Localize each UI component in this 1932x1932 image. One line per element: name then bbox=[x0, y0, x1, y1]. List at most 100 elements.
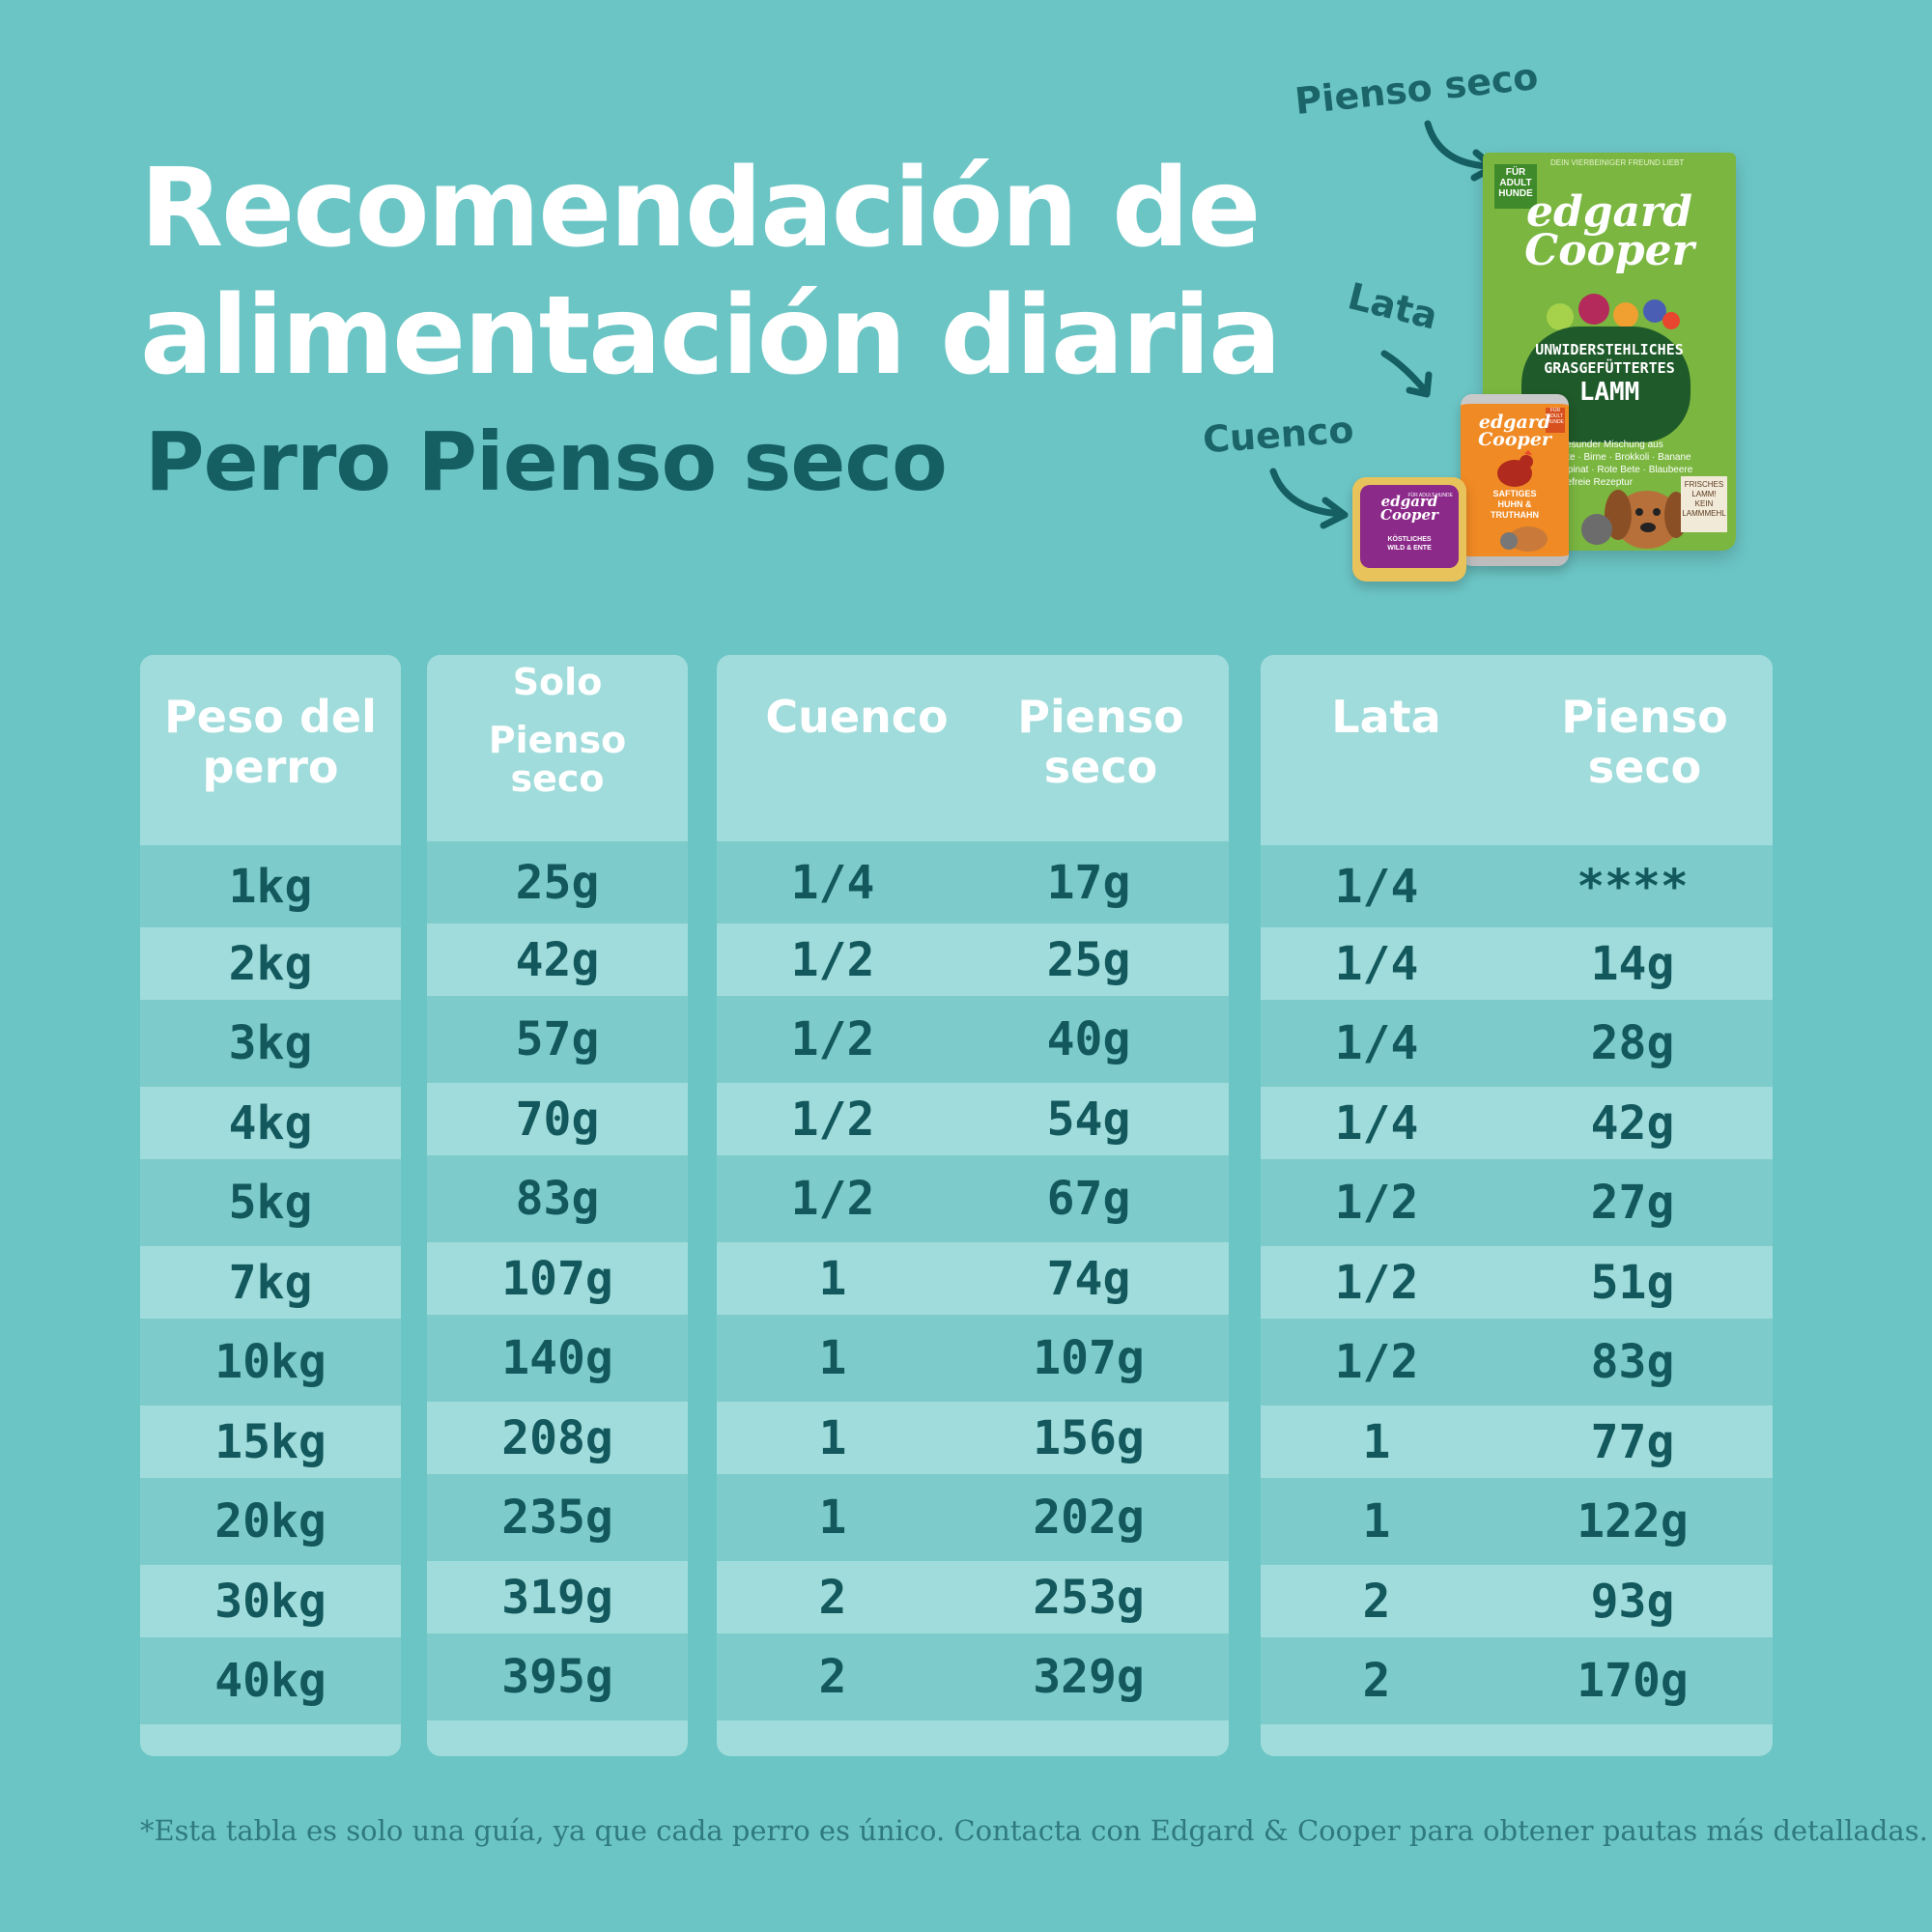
table-row: 1 107g bbox=[717, 1315, 1229, 1402]
dry-only-dry-cell: 235g bbox=[501, 1491, 613, 1545]
can-table-header: Lata Pienso seco bbox=[1261, 655, 1773, 845]
table-row: 10kg bbox=[140, 1319, 401, 1406]
bowl-dry-cell: 40g bbox=[1046, 1012, 1131, 1066]
can-can-cell: 1/4 bbox=[1334, 1095, 1419, 1151]
table-row: 1 122g bbox=[1261, 1478, 1773, 1565]
can-dry-cell: **** bbox=[1577, 859, 1689, 914]
weight-weight-cell: 3kg bbox=[228, 1016, 313, 1070]
table-row: 4kg bbox=[140, 1087, 401, 1159]
bowl-bowl-cell: 2 bbox=[818, 1650, 847, 1704]
bowl-bowl-cell: 1 bbox=[818, 1491, 847, 1545]
can-dry-cell: 83g bbox=[1590, 1335, 1675, 1389]
dry-only-dry-cell: 208g bbox=[501, 1410, 613, 1465]
dry-only-dry-cell: 42g bbox=[515, 932, 600, 987]
bag-description: in gesunder Mischung aus arotte · Birne … bbox=[1550, 440, 1693, 488]
weight-weight-cell: 15kg bbox=[214, 1414, 327, 1469]
dry-only-table: Solo Pienso seco 25g 42g 57g 70g 83g 107g 140g… bbox=[427, 655, 688, 1756]
dry-only-table-rows: 25g 42g 57g 70g 83g 107g 140g 208g 235g 319g 395g bbox=[427, 841, 688, 1720]
table-row: 42g bbox=[427, 923, 688, 996]
bowl-table-rows: 1/4 17g 1/2 25g 1/2 40g 1/2 54g 1/2 67g 1 74g 1 107g 1… bbox=[717, 841, 1229, 1720]
can-can-cell: 1 bbox=[1362, 1494, 1391, 1548]
bag-sign: FRISCHES LAMM! KEIN LAMMMEHL bbox=[1681, 476, 1727, 532]
can-can-cell: 1/4 bbox=[1334, 936, 1419, 991]
bowl-dry-cell: 253g bbox=[1033, 1570, 1145, 1625]
rooster-icon bbox=[1497, 450, 1533, 487]
table-row: 1/4 42g bbox=[1261, 1087, 1773, 1159]
bowl-table-header: Cuenco Pienso seco bbox=[717, 655, 1229, 841]
dry-only-dry-cell: 395g bbox=[501, 1650, 613, 1704]
weight-weight-cell: 5kg bbox=[228, 1176, 313, 1230]
tray-product-name: KÖSTLICHES WILD & ENTE bbox=[1387, 536, 1432, 552]
can-dry-cell: 51g bbox=[1590, 1255, 1675, 1310]
table-row: 1/2 51g bbox=[1261, 1246, 1773, 1319]
dry-only-table-header: Solo Pienso seco bbox=[427, 655, 688, 841]
table-row: 1/2 40g bbox=[717, 996, 1229, 1083]
bowl-bowl-cell: 1 bbox=[818, 1251, 847, 1306]
wet-food-can-image: FÜR ADULT HUNDE edgard Cooper SAFTIGES H… bbox=[1461, 394, 1569, 566]
dry-only-dry-cell: 140g bbox=[501, 1331, 613, 1385]
table-row: 2 170g bbox=[1261, 1637, 1773, 1724]
table-row: 208g bbox=[427, 1402, 688, 1474]
label-can: Lata bbox=[1344, 274, 1442, 338]
table-row: 1/2 83g bbox=[1261, 1319, 1773, 1406]
can-product-name: SAFTIGES HUHN & TRUTHAHN bbox=[1491, 489, 1539, 520]
dry-only-dry-cell: 25g bbox=[515, 855, 600, 910]
header-can-pienso-seco: Pienso seco bbox=[1561, 691, 1728, 793]
label-bowl: Cuenco bbox=[1201, 408, 1355, 462]
can-dry-cell: 122g bbox=[1577, 1494, 1689, 1548]
bowl-dry-cell: 67g bbox=[1046, 1172, 1131, 1226]
bowl-bowl-cell: 2 bbox=[818, 1570, 847, 1625]
header-bowl-pienso-seco: Pienso seco bbox=[1017, 691, 1184, 793]
table-row: 57g bbox=[427, 996, 688, 1083]
table-row: 1/4 14g bbox=[1261, 927, 1773, 1000]
table-row: 40kg bbox=[140, 1637, 401, 1724]
can-table: Lata Pienso seco 1/4 **** 1/4 14g 1/4 28g 1/4 4… bbox=[1261, 655, 1773, 1756]
table-row: 107g bbox=[427, 1242, 688, 1315]
wet-food-tray-image: edgard Cooper FÜR ADULT HUNDE KÖSTLICHES… bbox=[1352, 477, 1466, 582]
can-dog-icon bbox=[1500, 526, 1548, 552]
title-line-2: alimentación diaria bbox=[140, 273, 1282, 399]
weight-weight-cell: 7kg bbox=[228, 1255, 313, 1310]
header-solo: Solo bbox=[512, 661, 603, 703]
can-can-cell: 2 bbox=[1362, 1654, 1391, 1708]
table-row: 1 202g bbox=[717, 1474, 1229, 1561]
table-row: 1/2 25g bbox=[717, 923, 1229, 996]
table-row: 83g bbox=[427, 1155, 688, 1242]
table-row: 1/4 17g bbox=[717, 841, 1229, 923]
weight-weight-cell: 30kg bbox=[214, 1574, 327, 1629]
can-dry-cell: 93g bbox=[1590, 1574, 1675, 1629]
table-row: 140g bbox=[427, 1315, 688, 1402]
footnote: *Esta tabla es solo una guía, ya que cad… bbox=[140, 1814, 1928, 1847]
header-pienso-seco: Pienso seco bbox=[488, 719, 627, 800]
arrow-can-icon bbox=[1380, 350, 1433, 398]
table-row: 395g bbox=[427, 1634, 688, 1720]
can-can-cell: 1/4 bbox=[1334, 859, 1419, 914]
can-can-cell: 1/2 bbox=[1334, 1335, 1419, 1389]
page-subtitle: Perro Pienso seco bbox=[145, 414, 948, 509]
weight-weight-cell: 20kg bbox=[214, 1494, 327, 1548]
weight-weight-cell: 4kg bbox=[228, 1095, 313, 1151]
weight-weight-cell: 1kg bbox=[228, 859, 313, 914]
table-row: 1 74g bbox=[717, 1242, 1229, 1315]
bowl-dry-cell: 54g bbox=[1046, 1092, 1131, 1147]
bowl-bowl-cell: 1 bbox=[818, 1410, 847, 1465]
header-weight: Peso del perro bbox=[164, 691, 377, 793]
table-row: 2kg bbox=[140, 927, 401, 1000]
can-dry-cell: 14g bbox=[1590, 936, 1675, 991]
bowl-dry-cell: 17g bbox=[1046, 855, 1131, 910]
table-row: 2 93g bbox=[1261, 1565, 1773, 1637]
table-row: 70g bbox=[427, 1083, 688, 1155]
weight-table-header: Peso del perro bbox=[140, 655, 401, 845]
arrow-bowl-icon bbox=[1269, 468, 1349, 529]
bowl-bowl-cell: 1/2 bbox=[790, 1012, 875, 1066]
can-dry-cell: 28g bbox=[1590, 1016, 1675, 1070]
can-can-cell: 2 bbox=[1362, 1574, 1391, 1629]
weight-table: Peso del perro 1kg 2kg 3kg 4kg 5kg 7kg 10kg 15k… bbox=[140, 655, 401, 1756]
bowl-dry-cell: 107g bbox=[1033, 1331, 1145, 1385]
bag-product-name: UNWIDERSTEHLICHES GRASGEFÜTTERTES LAMM bbox=[1535, 341, 1684, 407]
bowl-dry-cell: 329g bbox=[1033, 1650, 1145, 1704]
label-dry-food: Pienso seco bbox=[1293, 54, 1541, 124]
table-row: 1kg bbox=[140, 845, 401, 927]
table-row: 25g bbox=[427, 841, 688, 923]
dry-only-dry-cell: 57g bbox=[515, 1012, 600, 1066]
